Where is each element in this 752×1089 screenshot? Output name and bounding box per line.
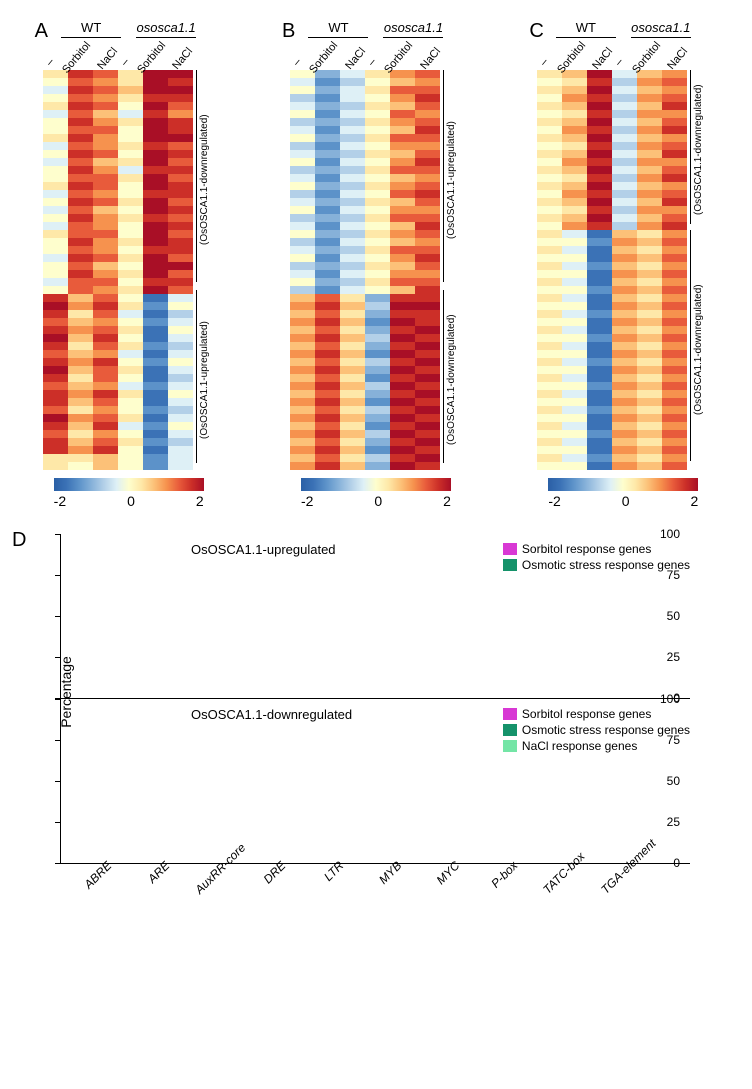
genotype-label: ososca1.1 xyxy=(623,20,698,39)
x-category-label: MYB xyxy=(366,859,430,923)
treatment-label: NaCl xyxy=(161,38,198,75)
colorbar: -2 0 2 xyxy=(548,478,698,509)
y-tick-label: 50 xyxy=(667,774,680,788)
figure-container: AWTososca1.1–SorbitolNaCl–SorbitolNaCl(O… xyxy=(0,0,752,937)
bar-chart: 0255075100OsOSCA1.1-upregulatedSorbitol … xyxy=(60,534,690,699)
x-category-label: ABRE xyxy=(76,859,140,923)
x-category-label: TGA-element xyxy=(598,859,662,923)
legend-item: NaCl response genes xyxy=(503,739,690,753)
cluster-label: (OsOSCA1.1-downregulated) xyxy=(693,230,704,470)
cluster-label: (OsOSCA1.1-upregulated) xyxy=(199,290,210,470)
panel-label: C xyxy=(529,20,543,43)
genotype-label: WT xyxy=(548,20,623,39)
x-category-label: TATC-box xyxy=(540,859,604,923)
legend-item: Osmotic stress response genes xyxy=(503,723,690,737)
colorbar-tick: 0 xyxy=(127,493,135,509)
cluster-label: (OsOSCA1.1-downregulated) xyxy=(199,70,210,290)
panel-b: BWTososca1.1–SorbitolNaCl–SorbitolNaCl(O… xyxy=(290,20,462,509)
legend: Sorbitol response genes Osmotic stress re… xyxy=(503,542,690,574)
chart-title: OsOSCA1.1-downregulated xyxy=(191,707,352,722)
heatmap xyxy=(537,70,687,470)
colorbar-tick: 0 xyxy=(622,493,630,509)
panel-c: CWTososca1.1–SorbitolNaCl–SorbitolNaCl(O… xyxy=(537,20,709,509)
panel-label: B xyxy=(282,20,295,43)
x-category-label: ARE xyxy=(134,859,198,923)
y-tick-label: 0 xyxy=(673,856,680,870)
cluster-label: (OsOSCA1.1-downregulated) xyxy=(693,70,704,230)
heatmap-headers: WTososca1.1–SorbitolNaCl–SorbitolNaCl xyxy=(301,20,451,70)
x-category-label: MYC xyxy=(424,859,488,923)
heatmap-wrap: (OsOSCA1.1-downregulated)(OsOSCA1.1-down… xyxy=(537,70,709,470)
heatmap xyxy=(290,70,440,470)
y-tick-label: 100 xyxy=(660,527,680,541)
genotype-label: ososca1.1 xyxy=(129,20,204,39)
heatmap-wrap: (OsOSCA1.1-upregulated)(OsOSCA1.1-downre… xyxy=(290,70,462,470)
genotype-label: WT xyxy=(54,20,129,39)
y-axis-label: Percentage xyxy=(58,656,74,728)
x-category-label: P-box xyxy=(482,859,546,923)
y-tick-label: 100 xyxy=(660,692,680,706)
colorbar-tick: -2 xyxy=(301,493,313,509)
bar-chart: 0255075100OsOSCA1.1-downregulatedSorbito… xyxy=(60,699,690,917)
colorbar: -2 0 2 xyxy=(301,478,451,509)
panel-a: AWTososca1.1–SorbitolNaCl–SorbitolNaCl(O… xyxy=(43,20,215,509)
colorbar-tick: -2 xyxy=(548,493,560,509)
colorbar-tick: 2 xyxy=(196,493,204,509)
heatmap-headers: WTososca1.1–SorbitolNaCl–SorbitolNaCl xyxy=(54,20,204,70)
genotype-label: ososca1.1 xyxy=(376,20,451,39)
y-tick-label: 50 xyxy=(667,609,680,623)
heatmap-panels-row: AWTososca1.1–SorbitolNaCl–SorbitolNaCl(O… xyxy=(10,20,742,509)
y-tick-label: 25 xyxy=(667,815,680,829)
panel-label: A xyxy=(35,20,48,43)
plot-area: 0255075100OsOSCA1.1-downregulatedSorbito… xyxy=(60,699,690,864)
cluster-label: (OsOSCA1.1-downregulated) xyxy=(446,290,457,470)
x-category-label: LTR xyxy=(308,859,372,923)
legend: Sorbitol response genes Osmotic stress re… xyxy=(503,707,690,755)
plot-area: 0255075100OsOSCA1.1-upregulatedSorbitol … xyxy=(60,534,690,699)
legend-item: Sorbitol response genes xyxy=(503,707,690,721)
heatmap-headers: WTososca1.1–SorbitolNaCl–SorbitolNaCl xyxy=(548,20,698,70)
heatmap-wrap: (OsOSCA1.1-downregulated)(OsOSCA1.1-upre… xyxy=(43,70,215,470)
legend-item: Osmotic stress response genes xyxy=(503,558,690,572)
heatmap xyxy=(43,70,193,470)
panel-d-label: D xyxy=(12,529,26,552)
x-category-label: AuxRR-core xyxy=(192,859,256,923)
colorbar-tick: 2 xyxy=(691,493,699,509)
colorbar-tick: 0 xyxy=(374,493,382,509)
legend-item: Sorbitol response genes xyxy=(503,542,690,556)
panel-d: D 0255075100OsOSCA1.1-upregulatedSorbito… xyxy=(10,534,742,917)
treatment-label: NaCl xyxy=(409,38,446,75)
colorbar-tick: -2 xyxy=(54,493,66,509)
genotype-label: WT xyxy=(301,20,376,39)
treatment-label: NaCl xyxy=(656,38,693,75)
bar-charts-container: 0255075100OsOSCA1.1-upregulatedSorbitol … xyxy=(60,534,742,917)
cluster-label: (OsOSCA1.1-upregulated) xyxy=(446,70,457,290)
y-tick-label: 25 xyxy=(667,650,680,664)
colorbar-tick: 2 xyxy=(443,493,451,509)
chart-title: OsOSCA1.1-upregulated xyxy=(191,542,336,557)
colorbar: -2 0 2 xyxy=(54,478,204,509)
x-category-label: DRE xyxy=(250,859,314,923)
